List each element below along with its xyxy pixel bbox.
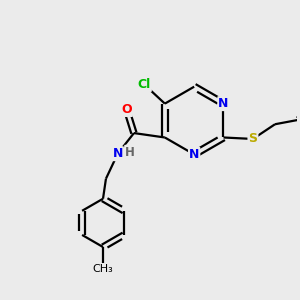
Text: N: N [112,147,123,160]
Text: N: N [189,148,200,161]
Text: Cl: Cl [138,78,151,91]
Text: O: O [121,103,132,116]
Text: H: H [125,146,135,159]
Text: N: N [218,97,229,110]
Text: CH₃: CH₃ [93,264,113,274]
Text: S: S [248,133,257,146]
